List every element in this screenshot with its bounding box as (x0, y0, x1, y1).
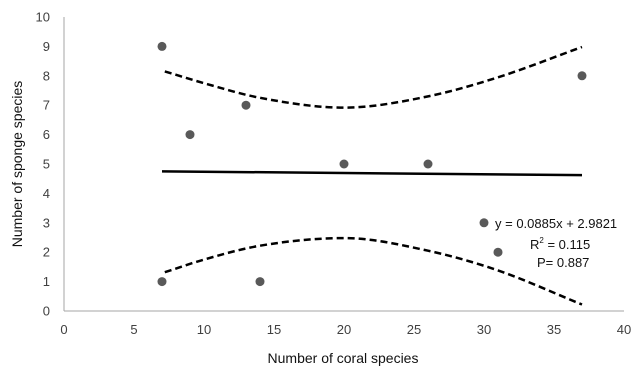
p-value-label: P= 0.887 (537, 255, 589, 270)
data-point (493, 247, 503, 257)
upper-confidence-band (164, 45, 583, 109)
r-squared-label: R2 = 0.115 (530, 236, 590, 252)
y-tick-label: 8 (43, 68, 50, 83)
data-point (185, 130, 195, 140)
y-tick-label: 9 (43, 39, 50, 54)
data-point (479, 218, 489, 228)
data-point (339, 159, 349, 169)
x-tick-label: 30 (477, 322, 491, 337)
y-tick-label: 3 (43, 215, 50, 230)
x-tick-label: 25 (407, 322, 421, 337)
y-tick-label: 0 (43, 304, 50, 319)
x-tick-label: 5 (130, 322, 137, 337)
data-point (423, 159, 433, 169)
x-tick-label: 20 (337, 322, 351, 337)
data-point (157, 41, 167, 51)
y-axis-title: Number of sponge species (9, 81, 25, 248)
data-point (241, 100, 251, 110)
y-tick-label: 5 (43, 157, 50, 172)
x-tick-label: 15 (267, 322, 281, 337)
axes (63, 17, 624, 312)
y-tick-label: 6 (43, 127, 50, 142)
lower-confidence-band (164, 236, 583, 306)
data-point (577, 71, 587, 81)
x-tick-label: 0 (60, 322, 67, 337)
fit-lines (161, 45, 583, 306)
trend-line (161, 170, 583, 177)
x-tick-label: 40 (617, 322, 631, 337)
regression-annotation: y = 0.0885x + 2.9821 R2 = 0.115 P= 0.887 (495, 216, 617, 270)
x-tick-label: 35 (547, 322, 561, 337)
tick-labels: 0 5 10 15 20 25 30 35 40 0 1 2 3 4 5 6 7 8 9 10 (36, 10, 632, 338)
y-tick-label: 7 (43, 98, 50, 113)
equation-label: y = 0.0885x + 2.9821 (495, 216, 617, 231)
y-tick-label: 10 (36, 10, 50, 25)
data-point (157, 277, 167, 287)
x-tick-label: 10 (197, 322, 211, 337)
data-point (255, 277, 265, 287)
y-tick-label: 1 (43, 274, 50, 289)
data-points (157, 41, 587, 287)
x-axis-title: Number of coral species (268, 350, 419, 366)
y-tick-label: 4 (43, 186, 50, 201)
y-tick-label: 2 (43, 245, 50, 260)
